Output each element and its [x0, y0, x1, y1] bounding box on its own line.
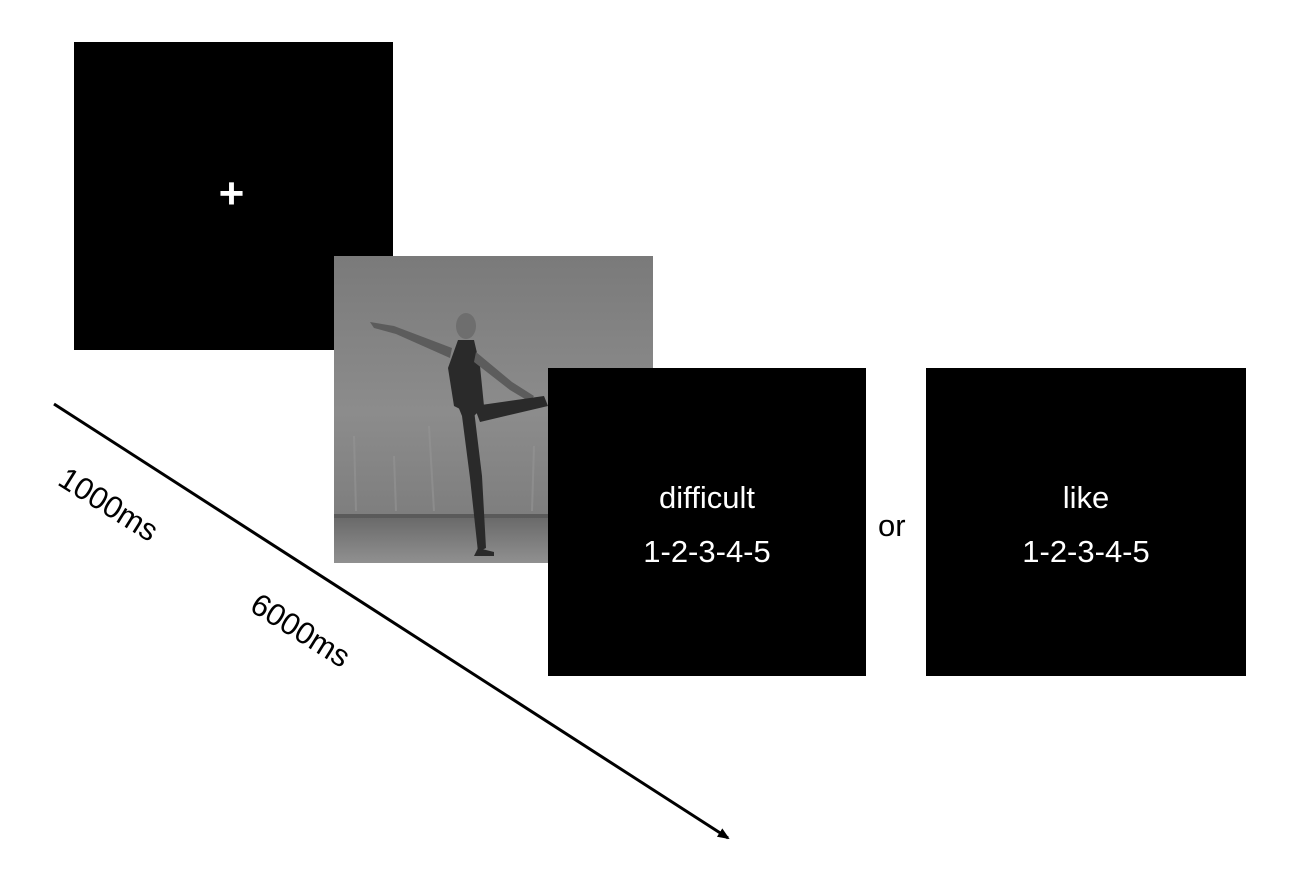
duration-label-fixation: 1000ms: [52, 460, 165, 549]
rating-prompt-word: like: [1062, 480, 1110, 515]
fixation-cross: +: [218, 169, 245, 218]
rating-scale: 1-2-3-4-5: [643, 534, 771, 569]
rating-screen-like: like 1-2-3-4-5: [926, 368, 1246, 676]
rating-screen-difficult: difficult 1-2-3-4-5: [548, 368, 866, 676]
or-connector-label: or: [878, 508, 906, 543]
duration-label-stimulus: 6000ms: [244, 586, 357, 675]
rating-scale: 1-2-3-4-5: [1022, 534, 1150, 569]
rating-prompt-word: difficult: [659, 480, 755, 515]
